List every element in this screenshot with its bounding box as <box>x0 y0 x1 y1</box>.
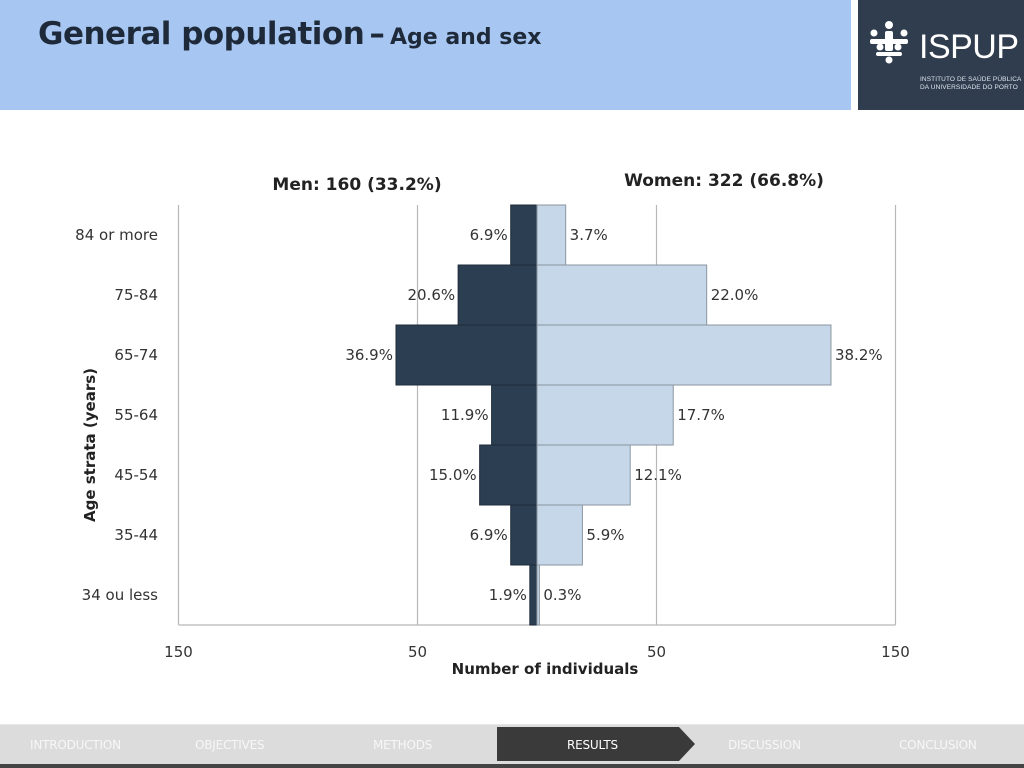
value-label-men: 6.9% <box>470 226 508 244</box>
chart-value-labels: 6.9% 3.7% 20.6% 22.0% 36.9% 38.2% 11.9% 17.7% 15… <box>345 226 882 604</box>
population-pyramid-chart: 6.9% 3.7% 20.6% 22.0% 36.9% 38.2% 11.9% 17.7% 15… <box>75 171 910 678</box>
nav-item-methods[interactable]: METHODS <box>373 738 433 752</box>
value-label-women: 17.7% <box>677 406 725 424</box>
bar-women <box>536 384 674 446</box>
x-tick-label: 150 <box>881 643 910 661</box>
value-label-men: 11.9% <box>441 406 489 424</box>
bar-men <box>510 504 538 566</box>
page-title-main: General population <box>38 16 365 52</box>
value-label-men: 1.9% <box>489 586 527 604</box>
bar-women <box>536 264 708 326</box>
value-label-women: 22.0% <box>711 286 759 304</box>
bar-men <box>395 324 538 386</box>
ispup-logo-icon <box>870 21 908 64</box>
legend-women: Women: 322 (66.8%) <box>624 171 824 191</box>
chart-x-tick-labels: 150 50 50 150 <box>164 643 910 661</box>
chart-bars <box>395 204 832 626</box>
value-label-women: 5.9% <box>586 526 624 544</box>
x-tick-label: 50 <box>647 643 666 661</box>
nav-item-results[interactable]: RESULTS <box>567 738 618 752</box>
bar-men <box>457 264 538 326</box>
value-label-men: 15.0% <box>429 466 477 484</box>
page-title-sub: Age and sex <box>389 25 542 50</box>
header-divider <box>851 0 858 110</box>
value-label-women: 38.2% <box>835 346 883 364</box>
category-label: 55-64 <box>114 406 158 424</box>
category-label: 35-44 <box>114 526 158 544</box>
bar-women <box>536 564 540 626</box>
bar-men <box>529 564 538 626</box>
nav-item-introduction[interactable]: INTRODUCTION <box>30 738 121 752</box>
x-tick-label: 150 <box>164 643 193 661</box>
value-label-men: 6.9% <box>470 526 508 544</box>
logo-wordmark: ISPUP <box>919 28 1019 66</box>
value-label-men: 36.9% <box>345 346 393 364</box>
y-axis-title: Age strata (years) <box>81 368 99 522</box>
x-axis-title: Number of individuals <box>452 660 639 678</box>
page-title-dash: – <box>369 16 385 52</box>
bar-men <box>491 384 538 446</box>
value-label-women: 3.7% <box>570 226 608 244</box>
bar-women <box>536 504 583 566</box>
nav-active-arrow <box>497 727 695 761</box>
header-band <box>0 0 851 110</box>
category-label: 34 ou less <box>82 586 159 604</box>
bar-women <box>536 324 832 386</box>
value-label-women: 0.3% <box>543 586 581 604</box>
chart-category-labels: 84 or more 75-84 65-74 55-64 45-54 35-44 34 ou… <box>75 226 158 604</box>
legend-men: Men: 160 (33.2%) <box>272 175 441 195</box>
value-label-men: 20.6% <box>407 286 455 304</box>
bar-men <box>510 204 538 266</box>
bar-women <box>536 204 567 266</box>
nav-item-discussion[interactable]: DISCUSSION <box>728 738 801 752</box>
bar-women <box>536 444 631 506</box>
page-title: General population – Age and sex <box>38 16 541 52</box>
logo-subtitle-line1: INSTITUTO DE SAÚDE PÚBLICA <box>920 76 1022 83</box>
logo-subtitle-line2: DA UNIVERSIDADE DO PORTO <box>920 84 1018 91</box>
nav-bottom-strip <box>0 764 1024 768</box>
category-label: 65-74 <box>114 346 158 364</box>
x-tick-label: 50 <box>408 643 427 661</box>
value-label-women: 12.1% <box>634 466 682 484</box>
nav-item-conclusion[interactable]: CONCLUSION <box>899 738 977 752</box>
bar-men <box>479 444 538 506</box>
nav-item-objectives[interactable]: OBJECTIVES <box>195 738 265 752</box>
category-label: 75-84 <box>114 286 158 304</box>
category-label: 45-54 <box>114 466 158 484</box>
category-label: 84 or more <box>75 226 158 244</box>
